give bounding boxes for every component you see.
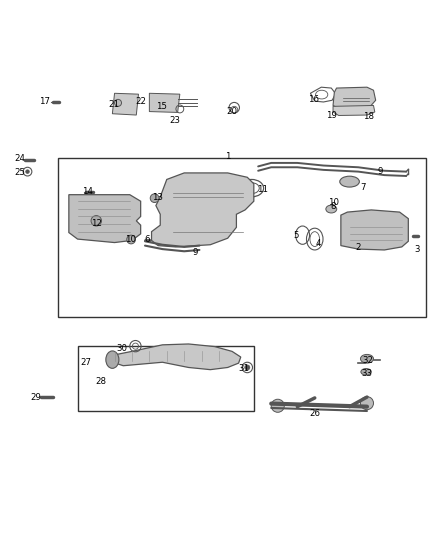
Text: 33: 33	[361, 369, 372, 377]
Text: 25: 25	[14, 168, 25, 177]
Text: 26: 26	[309, 409, 320, 418]
Text: 9: 9	[378, 167, 383, 176]
Circle shape	[150, 194, 159, 203]
Text: 12: 12	[91, 220, 102, 228]
Bar	[78, 346, 254, 411]
Text: 23: 23	[169, 116, 180, 125]
Text: 22: 22	[135, 98, 146, 107]
Text: 20: 20	[226, 107, 237, 116]
Text: 29: 29	[30, 393, 41, 402]
Text: 7: 7	[360, 183, 365, 192]
Polygon shape	[152, 173, 254, 247]
Polygon shape	[69, 195, 141, 243]
Text: 6: 6	[145, 235, 150, 244]
Text: 17: 17	[39, 98, 50, 107]
Polygon shape	[110, 344, 241, 370]
Polygon shape	[149, 93, 180, 112]
Circle shape	[127, 235, 135, 244]
Ellipse shape	[326, 205, 337, 213]
Polygon shape	[113, 93, 138, 115]
Text: 18: 18	[363, 112, 374, 121]
Text: 19: 19	[326, 110, 337, 119]
Polygon shape	[333, 106, 375, 116]
Text: 30: 30	[117, 344, 128, 353]
Text: 32: 32	[362, 356, 373, 365]
Text: 10: 10	[328, 198, 339, 207]
Text: 14: 14	[82, 187, 93, 196]
Text: 21: 21	[108, 100, 119, 109]
Polygon shape	[333, 87, 376, 109]
Text: 28: 28	[95, 377, 106, 386]
Ellipse shape	[360, 354, 374, 363]
Text: 10: 10	[125, 235, 136, 244]
Text: 1: 1	[225, 152, 230, 161]
Text: 8: 8	[330, 203, 336, 212]
Text: 31: 31	[239, 364, 250, 373]
Ellipse shape	[340, 176, 359, 187]
Text: 27: 27	[81, 358, 92, 367]
Text: 11: 11	[257, 185, 268, 194]
Text: 4: 4	[315, 239, 321, 248]
Circle shape	[360, 397, 374, 410]
Text: 2: 2	[356, 243, 361, 252]
Circle shape	[271, 399, 284, 413]
Text: 3: 3	[414, 245, 420, 254]
Text: 16: 16	[308, 95, 319, 104]
Text: 24: 24	[14, 154, 25, 163]
Circle shape	[115, 99, 121, 107]
Text: 9: 9	[192, 248, 198, 256]
Text: 15: 15	[156, 102, 167, 111]
Text: 5: 5	[294, 231, 299, 240]
Ellipse shape	[361, 368, 371, 375]
Circle shape	[26, 170, 29, 173]
Circle shape	[91, 215, 102, 226]
Circle shape	[245, 365, 250, 370]
Bar	[58, 158, 426, 317]
Polygon shape	[341, 210, 408, 250]
Ellipse shape	[106, 351, 119, 368]
Text: 13: 13	[152, 193, 162, 202]
